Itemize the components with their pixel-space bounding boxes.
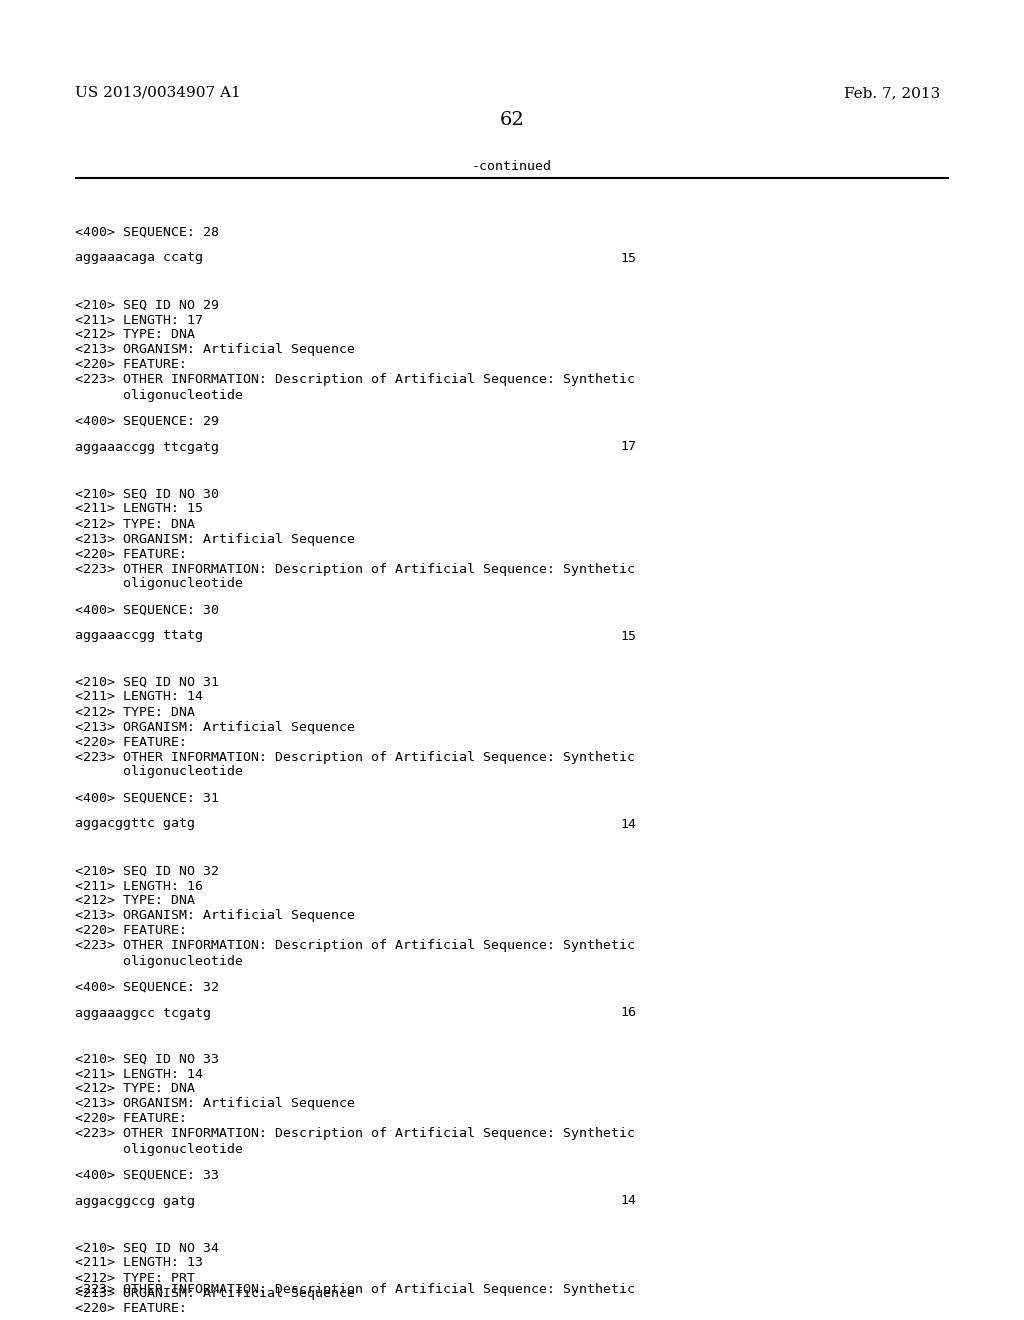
Text: <210> SEQ ID NO 31: <210> SEQ ID NO 31 [75,676,219,689]
Text: aggaaaggcc tcgatg: aggaaaggcc tcgatg [75,1006,211,1019]
Text: <213> ORGANISM: Artificial Sequence: <213> ORGANISM: Artificial Sequence [75,343,355,356]
Text: <220> FEATURE:: <220> FEATURE: [75,359,187,371]
Text: <213> ORGANISM: Artificial Sequence: <213> ORGANISM: Artificial Sequence [75,1287,355,1299]
Text: <220> FEATURE:: <220> FEATURE: [75,548,187,561]
Text: <212> TYPE: DNA: <212> TYPE: DNA [75,1082,195,1096]
Text: <213> ORGANISM: Artificial Sequence: <213> ORGANISM: Artificial Sequence [75,909,355,923]
Text: 62: 62 [500,111,524,129]
Text: <211> LENGTH: 14: <211> LENGTH: 14 [75,690,203,704]
Text: aggaaacaga ccatg: aggaaacaga ccatg [75,252,203,264]
Text: <212> TYPE: DNA: <212> TYPE: DNA [75,895,195,908]
Text: 15: 15 [620,630,636,643]
Text: <400> SEQUENCE: 31: <400> SEQUENCE: 31 [75,792,219,804]
Text: <211> LENGTH: 14: <211> LENGTH: 14 [75,1068,203,1081]
Text: oligonucleotide: oligonucleotide [75,578,243,590]
Text: oligonucleotide: oligonucleotide [75,1143,243,1155]
Text: <213> ORGANISM: Artificial Sequence: <213> ORGANISM: Artificial Sequence [75,721,355,734]
Text: -continued: -continued [472,161,552,173]
Text: <400> SEQUENCE: 29: <400> SEQUENCE: 29 [75,414,219,428]
Text: <400> SEQUENCE: 28: <400> SEQUENCE: 28 [75,226,219,239]
Text: <223> OTHER INFORMATION: Description of Artificial Sequence: Synthetic: <223> OTHER INFORMATION: Description of … [75,562,635,576]
Text: aggacggttc gatg: aggacggttc gatg [75,817,195,830]
Text: 14: 14 [620,1195,636,1208]
Text: <220> FEATURE:: <220> FEATURE: [75,1113,187,1126]
Text: <212> TYPE: PRT: <212> TYPE: PRT [75,1271,195,1284]
Text: <211> LENGTH: 17: <211> LENGTH: 17 [75,314,203,326]
Text: <212> TYPE: DNA: <212> TYPE: DNA [75,517,195,531]
Text: 15: 15 [620,252,636,264]
Text: <400> SEQUENCE: 30: <400> SEQUENCE: 30 [75,603,219,616]
Text: <223> OTHER INFORMATION: Description of Artificial Sequence: Synthetic: <223> OTHER INFORMATION: Description of … [75,374,635,387]
Text: oligonucleotide: oligonucleotide [75,388,243,401]
Text: <212> TYPE: DNA: <212> TYPE: DNA [75,329,195,342]
Text: <223> OTHER INFORMATION: Description of Artificial Sequence: Synthetic: <223> OTHER INFORMATION: Description of … [75,1127,635,1140]
Text: oligonucleotide: oligonucleotide [75,766,243,779]
Text: <212> TYPE: DNA: <212> TYPE: DNA [75,705,195,718]
Text: <220> FEATURE:: <220> FEATURE: [75,1302,187,1315]
Text: <400> SEQUENCE: 32: <400> SEQUENCE: 32 [75,981,219,994]
Text: <223> OTHER INFORMATION: Description of Artificial Sequence: Synthetic: <223> OTHER INFORMATION: Description of … [75,940,635,953]
Text: 16: 16 [620,1006,636,1019]
Text: <210> SEQ ID NO 32: <210> SEQ ID NO 32 [75,865,219,878]
Text: 14: 14 [620,817,636,830]
Text: aggaaaccgg ttcgatg: aggaaaccgg ttcgatg [75,441,219,454]
Text: <220> FEATURE:: <220> FEATURE: [75,924,187,937]
Text: aggacggccg gatg: aggacggccg gatg [75,1195,195,1208]
Text: oligonucleotide: oligonucleotide [75,954,243,968]
Text: Feb. 7, 2013: Feb. 7, 2013 [844,86,940,100]
Text: <210> SEQ ID NO 30: <210> SEQ ID NO 30 [75,487,219,500]
Text: <210> SEQ ID NO 29: <210> SEQ ID NO 29 [75,298,219,312]
Text: <220> FEATURE:: <220> FEATURE: [75,735,187,748]
Text: <210> SEQ ID NO 34: <210> SEQ ID NO 34 [75,1242,219,1254]
Text: 17: 17 [620,441,636,454]
Text: <211> LENGTH: 16: <211> LENGTH: 16 [75,879,203,892]
Text: <213> ORGANISM: Artificial Sequence: <213> ORGANISM: Artificial Sequence [75,532,355,545]
Text: <211> LENGTH: 13: <211> LENGTH: 13 [75,1257,203,1270]
Text: <213> ORGANISM: Artificial Sequence: <213> ORGANISM: Artificial Sequence [75,1097,355,1110]
Text: aggaaaccgg ttatg: aggaaaccgg ttatg [75,630,203,643]
Text: <223> OTHER INFORMATION: Description of Artificial Sequence: Synthetic: <223> OTHER INFORMATION: Description of … [75,1283,635,1296]
Text: <223> OTHER INFORMATION: Description of Artificial Sequence: Synthetic: <223> OTHER INFORMATION: Description of … [75,751,635,763]
Text: <211> LENGTH: 15: <211> LENGTH: 15 [75,503,203,516]
Text: US 2013/0034907 A1: US 2013/0034907 A1 [75,86,241,100]
Text: <210> SEQ ID NO 33: <210> SEQ ID NO 33 [75,1052,219,1065]
Text: <400> SEQUENCE: 33: <400> SEQUENCE: 33 [75,1168,219,1181]
